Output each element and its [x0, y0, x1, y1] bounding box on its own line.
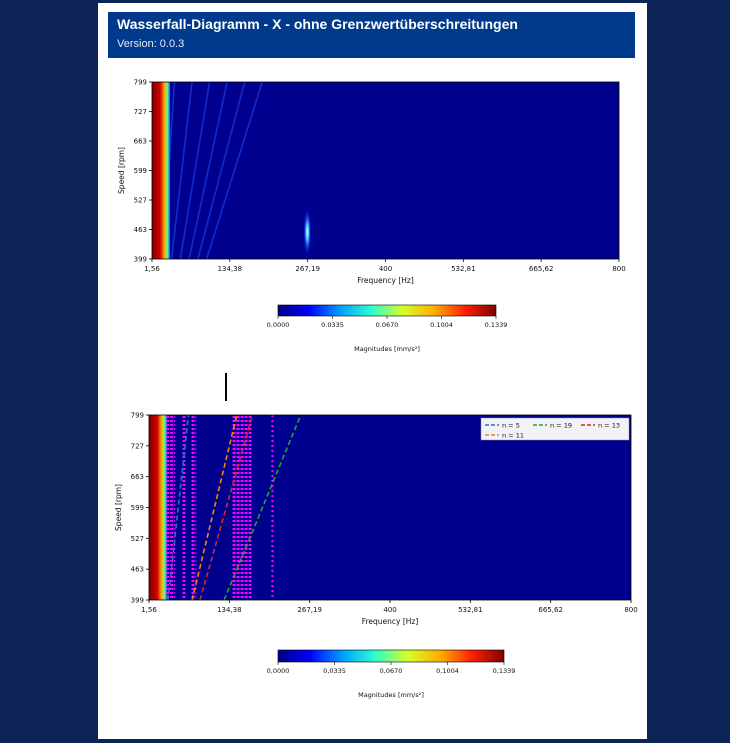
colorbar-tick-label: 0.0670 [376, 321, 399, 329]
x-axis-label: Frequency [Hz] [357, 276, 414, 285]
y-tick-label: 727 [131, 442, 144, 450]
legend-label: n = 5 [502, 422, 520, 430]
x-tick-label: 1,56 [141, 606, 157, 614]
colorbar [277, 649, 505, 663]
low-frequency-band [149, 415, 168, 600]
legend-label: n = 11 [502, 432, 524, 440]
y-tick-label: 799 [134, 79, 147, 87]
y-tick-label: 599 [131, 504, 144, 512]
y-tick-label: 527 [131, 535, 144, 543]
y-tick-label: 727 [134, 108, 147, 116]
order-line-5 [167, 414, 190, 601]
plot-area [152, 82, 619, 259]
legend-label: n = 19 [550, 422, 572, 430]
report-version: Version: 0.0.3 [117, 38, 185, 50]
y-tick-label: 799 [131, 412, 144, 420]
x-tick-label: 134,38 [218, 265, 243, 273]
colorbar-tick-label: 0,0000 [267, 667, 290, 675]
colorbar-tick-label: 0,0335 [323, 667, 346, 675]
colorbar-tick-label: 0.1004 [430, 321, 453, 329]
x-tick-label: 665,62 [538, 606, 563, 614]
legend-label: n = 13 [598, 422, 620, 430]
order-trace [205, 81, 263, 260]
x-tick-label: 1,56 [144, 265, 160, 273]
x-tick-label: 665,62 [529, 265, 554, 273]
x-axis-label: Frequency [Hz] [362, 617, 419, 626]
colorbar-label: Magnitudes [mm/s²] [354, 345, 420, 353]
order-trace [170, 81, 193, 260]
y-axis-label: Speed [rpm] [117, 147, 126, 194]
magnitude-peak [303, 208, 312, 256]
plot-area [149, 415, 631, 600]
y-tick-label: 463 [131, 566, 144, 574]
waterfall-chart-top: 1,56 134,38 267,19 400 532,81 665,62 800 399 463… [117, 79, 626, 354]
limit-band [182, 416, 187, 598]
colorbar-tick-label: 0,1339 [493, 667, 516, 675]
y-tick-label: 399 [134, 256, 147, 264]
y-tick-label: 527 [134, 197, 147, 205]
limit-band [166, 416, 176, 598]
x-tick-label: 532,81 [458, 606, 483, 614]
colorbar [277, 304, 497, 317]
y-axis-label: Speed [rpm] [114, 484, 123, 531]
y-tick-label: 663 [134, 138, 147, 146]
order-line-19 [223, 414, 302, 601]
x-tick-label: 400 [379, 265, 392, 273]
x-tick-label: 134,38 [217, 606, 242, 614]
report-title: Wasserfall-Diagramm - X - ohne Grenzwert… [117, 16, 518, 32]
order-trace [197, 81, 246, 260]
colorbar-label: Magnitudes [mm/s²] [358, 691, 424, 699]
colorbar-tick-label: 0,0670 [380, 667, 403, 675]
x-tick-label: 800 [612, 265, 625, 273]
order-trace [179, 81, 211, 260]
waterfall-chart-bottom: 1,56 134,38 267,19 400 532,81 665,62 800 399 463… [114, 412, 638, 700]
report-header: Wasserfall-Diagramm - X - ohne Grenzwert… [108, 12, 635, 58]
divider-mark [225, 373, 227, 401]
colorbar-tick-label: 0.0335 [321, 321, 344, 329]
x-tick-label: 800 [624, 606, 637, 614]
y-tick-label: 399 [131, 597, 144, 605]
y-tick-label: 463 [134, 226, 147, 234]
low-frequency-band [152, 82, 171, 259]
colorbar-tick-label: 0.0000 [267, 321, 290, 329]
limit-band [191, 416, 197, 598]
y-tick-label: 599 [134, 167, 147, 175]
legend-box [480, 417, 630, 441]
order-trace [188, 81, 228, 260]
x-tick-label: 532,81 [451, 265, 476, 273]
y-tick-label: 663 [131, 473, 144, 481]
colorbar-tick-label: 0.1339 [485, 321, 508, 329]
x-tick-label: 267,19 [295, 265, 320, 273]
x-tick-label: 267,19 [297, 606, 322, 614]
order-line-13 [199, 414, 254, 601]
x-tick-label: 400 [383, 606, 396, 614]
colorbar-tick-label: 0,1004 [436, 667, 459, 675]
